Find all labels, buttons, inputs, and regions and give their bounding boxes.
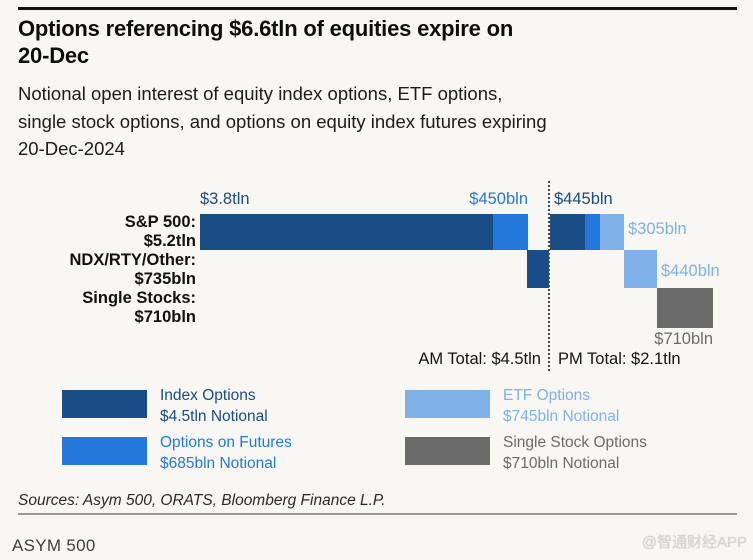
legend-swatch-single-stock-options <box>405 437 490 465</box>
legend-swatch-index-options <box>62 390 147 418</box>
row-label-ndx: NDX/RTY/Other: $735bln <box>69 251 196 288</box>
subtitle-line-2: single stock options, and options on equ… <box>18 110 547 132</box>
row-label-sp500-value: $5.2tln <box>143 231 196 250</box>
legend-single-stock-options-name: Single Stock Options <box>503 434 647 451</box>
title-line-2: 20-Dec <box>18 43 89 68</box>
legend-options-on-futures-name: Options on Futures <box>160 434 292 451</box>
value-label-445bln: $445bln <box>554 190 613 208</box>
legend-label-single-stock-options: Single Stock Options $710bln Notional <box>503 433 647 474</box>
legend-swatch-options-on-futures <box>62 437 147 465</box>
subtitle-line-3: 20-Dec-2024 <box>18 138 125 159</box>
chart-subtitle: Notional open interest of equity index o… <box>18 80 738 163</box>
row-label-ndx-value: $735bln <box>134 269 196 288</box>
bottom-rule <box>18 513 737 515</box>
page-title: Options referencing $6.6tln of equities … <box>18 15 733 69</box>
legend-label-options-on-futures: Options on Futures $685bln Notional <box>160 433 292 474</box>
legend-etf-options-notional: $745bln Notional <box>503 407 620 425</box>
subtitle-line-1: Notional open interest of equity index o… <box>18 83 503 104</box>
legend-swatch-etf-options <box>405 390 490 418</box>
bar-segment-sp500-index-options-pm <box>550 214 585 250</box>
value-label-710bln: $710bln <box>654 330 713 348</box>
legend-label-etf-options: ETF Options $745bln Notional <box>503 386 619 427</box>
row-label-sp500-name: S&P 500: <box>124 213 196 231</box>
row-label-single-stocks-value: $710bln <box>134 307 196 326</box>
am-pm-divider-line <box>548 181 550 371</box>
legend-options-on-futures-notional: $685bln Notional <box>160 454 277 472</box>
bar-segment-sp500-etf-options-pm <box>600 214 624 250</box>
value-label-305bln: $305bln <box>628 220 687 238</box>
value-label-3-8tln: $3.8tln <box>200 190 250 208</box>
value-label-440bln: $440bln <box>661 262 720 280</box>
bar-segment-ndx-rty-other-etf-options-pm <box>624 250 657 288</box>
legend-index-options-name: Index Options <box>160 387 256 404</box>
value-label-450bln: $450bln <box>469 190 528 208</box>
legend-etf-options-name: ETF Options <box>503 387 590 404</box>
legend-single-stock-options-notional: $710bln Notional <box>503 454 620 472</box>
row-label-single-stocks: Single Stocks: $710bln <box>82 289 196 326</box>
row-label-single-stocks-name: Single Stocks: <box>82 289 196 307</box>
legend-index-options-notional: $4.5tln Notional <box>160 407 268 425</box>
title-line-1: Options referencing $6.6tln of equities … <box>18 16 514 41</box>
pm-total-label: PM Total: $2.1tln <box>558 350 681 368</box>
watermark: @智通财经APP <box>641 534 747 551</box>
am-total-label: AM Total: $4.5tln <box>418 350 541 368</box>
bar-segment-sp500-options-on-futures-pm <box>585 214 600 250</box>
footer-brand: ASYM 500 <box>12 536 96 555</box>
legend-label-index-options: Index Options $4.5tln Notional <box>160 386 268 427</box>
bar-segment-sp500-index-options-am <box>200 214 493 250</box>
row-label-ndx-name: NDX/RTY/Other: <box>69 251 196 269</box>
sources-note: Sources: Asym 500, ORATS, Bloomberg Fina… <box>18 492 386 509</box>
row-label-sp500: S&P 500: $5.2tln <box>125 213 196 250</box>
bar-segment-ndx-rty-other-index-options-am <box>527 250 549 288</box>
top-rule <box>18 7 737 10</box>
bar-segment-sp500-options-on-futures-am <box>493 214 528 250</box>
bar-segment-single-stocks-pm <box>657 288 713 328</box>
